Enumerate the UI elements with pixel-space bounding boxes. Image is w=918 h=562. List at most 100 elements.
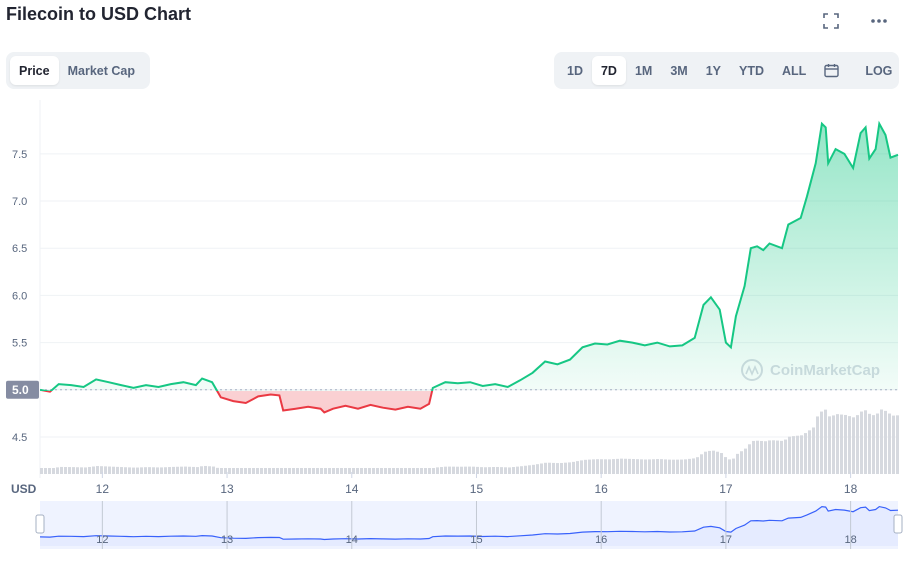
volume-bar xyxy=(792,436,795,474)
navigator-ticks: 12 13 14 15 16 17 18 xyxy=(96,501,857,549)
volume-bar xyxy=(308,468,311,474)
volume-bar xyxy=(528,465,531,474)
volume-bar xyxy=(700,454,703,474)
volume-bar xyxy=(220,468,223,474)
volume-bar xyxy=(356,468,359,474)
range-7d-button[interactable]: 7D xyxy=(591,56,626,85)
volume-bar xyxy=(288,468,291,474)
volume-bar xyxy=(748,444,751,474)
range-1m-button[interactable]: 1M xyxy=(634,63,653,78)
volume-bar xyxy=(776,440,779,474)
volume-bar xyxy=(684,459,687,474)
volume-bar xyxy=(276,468,279,474)
range-ytd-button[interactable]: YTD xyxy=(739,63,765,78)
navigator-tick-label: 17 xyxy=(720,534,732,546)
volume-bar xyxy=(812,427,815,474)
volume-bar xyxy=(856,415,859,474)
volume-bar xyxy=(240,468,243,474)
volume-bar xyxy=(668,459,671,474)
range-all-button[interactable]: ALL xyxy=(782,63,807,78)
volume-bar xyxy=(772,440,775,474)
x-tick-label: 17 xyxy=(719,482,733,496)
volume-bar xyxy=(452,466,455,474)
volume-bar xyxy=(708,450,711,474)
volume-bar xyxy=(524,465,527,474)
volume-bar xyxy=(752,440,755,474)
volume-bar xyxy=(880,409,883,474)
volume-bar xyxy=(304,468,307,474)
volume-bar xyxy=(184,466,187,474)
volume-bar xyxy=(636,459,639,474)
volume-bar xyxy=(268,468,271,474)
range-1d-button[interactable]: 1D xyxy=(567,63,583,78)
volume-bar xyxy=(284,468,287,474)
volume-bar xyxy=(320,468,323,474)
volume-bar xyxy=(572,461,575,474)
navigator-window xyxy=(40,501,898,549)
volume-bar xyxy=(272,468,275,474)
volume-bar xyxy=(664,459,667,474)
volume-bar xyxy=(724,457,727,474)
volume-bar xyxy=(832,415,835,474)
volume-bar xyxy=(348,468,351,474)
navigator-line xyxy=(39,505,899,541)
volume-bar xyxy=(408,468,411,474)
volume-bar xyxy=(884,410,887,474)
range-1y-button[interactable]: 1Y xyxy=(705,63,722,78)
volume-bar xyxy=(104,466,107,474)
market-cap-tab[interactable]: Market Cap xyxy=(67,63,135,78)
current-price-label: 5.0 xyxy=(6,380,39,399)
range-3m-button[interactable]: 3M xyxy=(670,63,688,78)
volume-bar xyxy=(60,466,63,474)
volume-bar xyxy=(660,459,663,474)
navigator-right-handle xyxy=(893,514,903,534)
volume-bar xyxy=(604,459,607,474)
y-tick-label: 7.5 xyxy=(12,149,27,161)
volume-bar xyxy=(896,415,899,474)
volume-bar xyxy=(612,459,615,474)
volume-bar xyxy=(168,467,171,474)
volume-bar xyxy=(280,468,283,474)
volume-bar xyxy=(196,467,199,474)
volume-bar xyxy=(52,468,55,474)
x-tick-label: 12 xyxy=(96,482,110,496)
volume-bar xyxy=(760,440,763,474)
navigator-tick-label: 16 xyxy=(595,534,607,546)
volume-bars xyxy=(40,409,899,474)
volume-bar xyxy=(416,468,419,474)
volume-bar xyxy=(648,459,651,474)
volume-bar xyxy=(100,466,103,474)
volume-bar xyxy=(164,467,167,474)
volume-bar xyxy=(136,467,139,474)
volume-bar xyxy=(344,468,347,474)
volume-bar xyxy=(712,450,715,474)
volume-bar xyxy=(216,467,219,474)
volume-bar xyxy=(800,435,803,474)
navigator-tick-label: 13 xyxy=(221,534,233,546)
x-tick-label: 14 xyxy=(345,482,359,496)
volume-bar xyxy=(228,468,231,474)
volume-bar xyxy=(652,459,655,474)
volume-bar xyxy=(860,411,863,474)
volume-bar xyxy=(608,459,611,474)
volume-bar xyxy=(592,459,595,474)
price-tab[interactable]: Price xyxy=(10,56,59,85)
chart-type-toggle: Price Market Cap xyxy=(6,52,150,89)
volume-bar xyxy=(872,415,875,474)
volume-bar xyxy=(316,468,319,474)
volume-bar xyxy=(740,451,743,474)
page-title: Filecoin to USD Chart xyxy=(6,4,192,24)
log-scale-button[interactable]: LOG xyxy=(865,63,893,78)
more-horizontal-icon[interactable] xyxy=(868,10,890,32)
x-tick-label: 18 xyxy=(844,482,858,496)
volume-bar xyxy=(56,467,59,474)
expand-icon[interactable] xyxy=(820,10,842,32)
volume-bar xyxy=(180,466,183,474)
volume-bar xyxy=(672,459,675,474)
volume-bar xyxy=(112,466,115,474)
volume-bar xyxy=(552,462,555,474)
volume-bar xyxy=(460,466,463,474)
calendar-icon[interactable] xyxy=(815,56,848,85)
volume-bar xyxy=(588,459,591,474)
volume-bar xyxy=(256,468,259,474)
